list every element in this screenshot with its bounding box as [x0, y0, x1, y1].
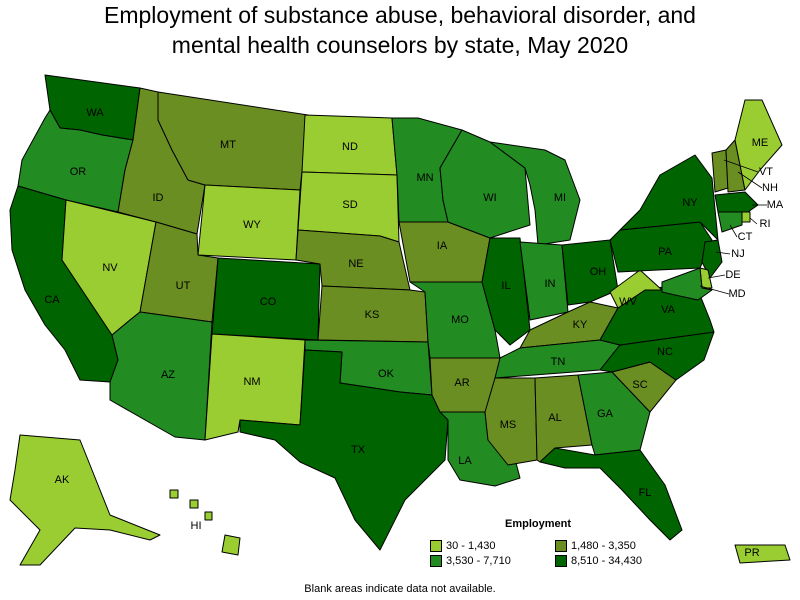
state-label-la: LA: [458, 455, 472, 467]
legend-label-bin-2: 1,480 - 3,350: [571, 540, 636, 552]
state-label-il: IL: [501, 280, 510, 292]
state-label-me: ME: [752, 137, 769, 149]
state-fl: [539, 447, 683, 541]
state-ma: [714, 191, 759, 213]
state-label-md: MD: [728, 288, 745, 300]
state-ct: [717, 211, 743, 233]
legend-title: Employment: [505, 518, 572, 530]
state-label-or: OR: [70, 166, 87, 178]
state-label-mn: MN: [416, 172, 433, 184]
state-il: [481, 237, 531, 346]
legend-label-bin-4: 8,510 - 34,430: [571, 555, 642, 567]
state-label-nd: ND: [342, 141, 358, 153]
map-title: Employment of substance abuse, behaviora…: [0, 0, 800, 60]
state-label-tx: TX: [351, 444, 366, 456]
leader-line-de: [707, 274, 726, 279]
state-label-az: AZ: [161, 369, 175, 381]
state-label-wa: WA: [86, 107, 104, 119]
state-label-nh: NH: [762, 182, 778, 194]
state-label-ne: NE: [348, 258, 363, 270]
state-label-co: CO: [260, 296, 277, 308]
state-label-tn: TN: [551, 356, 566, 368]
legend-swatch-bin-3: [430, 555, 442, 567]
legend: Employment 30 - 1,430 1,480 - 3,350 3,53…: [430, 518, 680, 567]
legend-item-bin-2: 1,480 - 3,350: [555, 540, 680, 552]
legend-swatch-bin-2: [555, 540, 567, 552]
leader-line-nh: [737, 171, 763, 189]
leader-line-ct: [729, 224, 738, 238]
state-label-pa: PA: [658, 246, 673, 258]
state-label-wy: WY: [243, 219, 261, 231]
map-title-line-1: Employment of substance abuse, behaviora…: [104, 2, 696, 28]
footnote: Blank areas indicate data not available.: [304, 583, 496, 595]
map-title-line-2: mental health counselors by state, May 2…: [171, 32, 629, 58]
state-label-wi: WI: [483, 192, 496, 204]
state-label-mo: MO: [451, 314, 469, 326]
state-label-nc: NC: [657, 346, 673, 358]
state-md: [661, 267, 713, 301]
state-me: [734, 99, 783, 191]
state-label-ga: GA: [597, 408, 614, 420]
state-label-ky: KY: [573, 319, 588, 331]
state-label-ma: MA: [767, 199, 784, 211]
state-label-nj: NJ: [731, 248, 744, 260]
state-label-va: VA: [661, 304, 676, 316]
legend-item-bin-1: 30 - 1,430: [430, 540, 555, 552]
state-label-ca: CA: [44, 294, 60, 306]
state-label-ak: AK: [55, 474, 70, 486]
leader-line-nj: [715, 251, 731, 255]
leader-line-md: [699, 285, 730, 295]
state-label-wv: WV: [619, 296, 637, 308]
state-label-oh: OH: [590, 266, 607, 278]
state-label-pr: PR: [744, 547, 759, 559]
state-label-ct: CT: [738, 231, 753, 243]
state-label-sd: SD: [342, 199, 357, 211]
state-ny: [619, 154, 719, 241]
state-label-sc: SC: [632, 379, 647, 391]
state-wv: [609, 269, 663, 309]
state-tx: [239, 349, 449, 551]
state-label-nm: NM: [243, 376, 260, 388]
legend-item-bin-4: 8,510 - 34,430: [555, 555, 680, 567]
leader-line-vt: [723, 159, 759, 173]
state-label-ri: RI: [760, 218, 771, 230]
legend-label-bin-3: 3,530 - 7,710: [446, 555, 511, 567]
state-label-nv: NV: [102, 262, 118, 274]
state-label-ks: KS: [365, 309, 380, 321]
state-label-mi: MI: [554, 192, 566, 204]
state-oh: [561, 239, 619, 306]
state-label-id: ID: [153, 192, 164, 204]
state-label-vt: VT: [759, 166, 773, 178]
state-label-ut: UT: [176, 280, 191, 292]
state-vt: [711, 149, 729, 193]
state-label-ny: NY: [682, 197, 698, 209]
legend-swatch-bin-4: [555, 555, 567, 567]
state-ak: [9, 434, 161, 566]
state-pr: [734, 544, 791, 564]
state-label-de: DE: [725, 269, 740, 281]
state-label-ok: OK: [378, 368, 395, 380]
state-mi: [489, 141, 581, 246]
state-label-fl: FL: [639, 487, 652, 499]
legend-item-bin-3: 3,530 - 7,710: [430, 555, 555, 567]
leader-line-ri: [749, 217, 758, 225]
state-label-ms: MS: [500, 419, 517, 431]
state-label-al: AL: [548, 412, 561, 424]
legend-label-bin-1: 30 - 1,430: [446, 540, 496, 552]
state-wi: [439, 129, 531, 239]
state-nj: [701, 239, 723, 279]
legend-swatch-bin-1: [430, 540, 442, 552]
state-label-hi: HI: [191, 520, 202, 532]
state-label-ar: AR: [454, 377, 469, 389]
state-label-ia: IA: [437, 240, 448, 252]
state-ri: [741, 211, 751, 223]
state-label-in: IN: [545, 278, 556, 290]
state-hi: [169, 489, 241, 556]
state-label-mt: MT: [220, 139, 236, 151]
